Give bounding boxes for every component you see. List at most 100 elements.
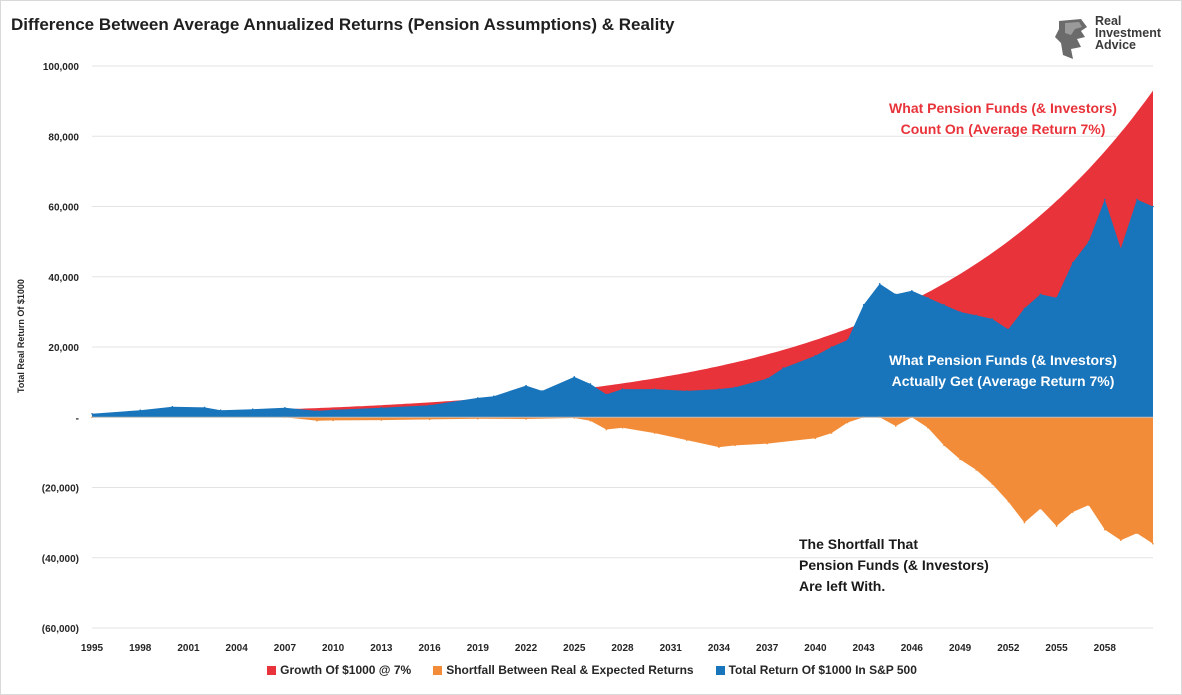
- x-tick-label: 2043: [853, 643, 876, 654]
- data-point-sp500: [718, 388, 720, 390]
- chart-annotation: Pension Funds (& Investors): [799, 557, 989, 573]
- data-point-sp500: [846, 339, 849, 341]
- data-point-sp500: [1087, 240, 1090, 243]
- data-point-shortfall: [605, 428, 608, 431]
- data-point-shortfall: [927, 426, 929, 429]
- data-point-shortfall: [428, 418, 431, 421]
- x-tick-label: 2046: [901, 643, 924, 654]
- chart-annotation: Count On (Average Return 7%): [901, 121, 1106, 137]
- data-point-sp500: [1023, 307, 1026, 310]
- x-tick-label: 2037: [756, 643, 779, 654]
- chart-plot: 100,000 80,000 60,000 40,000 20,000 - (20,000)…: [42, 62, 1154, 654]
- data-point-shortfall: [525, 418, 527, 420]
- x-tick-label: 2034: [708, 643, 731, 654]
- data-point-sp500: [894, 293, 897, 296]
- y-tick-label: 40,000: [48, 273, 79, 284]
- data-point-sp500: [493, 395, 495, 397]
- data-point-sp500: [589, 383, 592, 385]
- data-point-shortfall: [975, 469, 977, 471]
- data-point-sp500: [1103, 198, 1106, 201]
- x-tick-label: 2040: [804, 643, 827, 654]
- data-point-shortfall: [718, 446, 720, 448]
- data-point-shortfall: [380, 419, 383, 421]
- data-point-sp500: [203, 406, 206, 409]
- x-tick-label: 1995: [81, 643, 104, 654]
- y-tick-label: -: [76, 413, 79, 424]
- data-point-sp500: [91, 412, 93, 415]
- legend-swatch-sp500: [715, 665, 725, 675]
- data-point-shortfall: [1136, 532, 1138, 534]
- data-point-shortfall: [1071, 511, 1074, 513]
- x-tick-label: 2010: [322, 643, 345, 654]
- data-point-sp500: [605, 393, 608, 396]
- x-tick-label: 2025: [563, 643, 586, 654]
- data-point-sp500: [573, 376, 576, 378]
- logo-line: Advice: [1095, 38, 1136, 52]
- data-point-shortfall: [316, 419, 318, 422]
- x-tick-label: 2019: [467, 643, 490, 654]
- data-point-sp500: [284, 406, 286, 409]
- x-tick-label: 2007: [274, 643, 297, 654]
- y-tick-label: (60,000): [42, 624, 79, 635]
- data-point-sp500: [686, 390, 688, 392]
- data-point-sp500: [862, 304, 865, 306]
- data-point-shortfall: [846, 421, 849, 424]
- series-area-shortfall: [92, 417, 1153, 544]
- data-point-sp500: [1055, 297, 1058, 299]
- data-point-sp500: [1071, 261, 1074, 264]
- data-point-sp500: [814, 354, 817, 357]
- x-tick-label: 2016: [418, 643, 441, 654]
- data-point-shortfall: [1039, 507, 1042, 510]
- y-tick-label: 80,000: [48, 132, 79, 143]
- logo: Real Investment Advice: [1051, 15, 1171, 61]
- data-point-sp500: [1007, 328, 1010, 331]
- data-point-sp500: [943, 304, 945, 306]
- data-point-shortfall: [991, 483, 994, 485]
- data-point-sp500: [911, 290, 913, 292]
- data-point-sp500: [477, 397, 479, 399]
- logo-text: Real Investment Advice: [1095, 15, 1161, 52]
- data-point-sp500: [621, 388, 624, 390]
- x-tick-label: 2022: [515, 643, 538, 654]
- chart-title: Difference Between Average Annualized Re…: [11, 15, 675, 34]
- legend-label: Shortfall Between Real & Expected Return…: [446, 663, 694, 677]
- data-point-shortfall: [332, 419, 334, 422]
- logo-line: Investment: [1095, 26, 1161, 40]
- data-point-sp500: [766, 377, 768, 380]
- y-tick-label: (40,000): [42, 554, 79, 565]
- data-point-shortfall: [477, 417, 479, 420]
- data-point-sp500: [1120, 247, 1122, 250]
- y-tick-label: 60,000: [48, 203, 79, 214]
- data-point-sp500: [219, 409, 222, 412]
- data-point-shortfall: [814, 437, 817, 440]
- x-tick-label: 2028: [611, 643, 634, 654]
- x-tick-label: 2004: [226, 643, 249, 654]
- data-point-sp500: [428, 404, 431, 407]
- data-point-shortfall: [734, 444, 736, 447]
- data-point-sp500: [139, 409, 142, 412]
- data-point-sp500: [171, 405, 174, 408]
- y-tick-label: 100,000: [43, 62, 80, 73]
- x-tick-label: 2055: [1045, 643, 1068, 654]
- data-point-shortfall: [1120, 539, 1122, 541]
- data-point-sp500: [332, 409, 334, 411]
- data-point-sp500: [927, 297, 929, 299]
- chart-annotation: The Shortfall That: [799, 536, 918, 552]
- data-point-shortfall: [830, 432, 833, 434]
- data-point-shortfall: [621, 426, 624, 429]
- data-point-sp500: [380, 406, 383, 409]
- data-point-sp500: [1136, 198, 1138, 201]
- data-point-sp500: [830, 346, 833, 348]
- data-point-shortfall: [1007, 500, 1010, 503]
- legend-item: Shortfall Between Real & Expected Return…: [433, 663, 694, 677]
- data-point-sp500: [251, 408, 254, 410]
- data-point-shortfall: [1152, 542, 1154, 545]
- data-point-sp500: [541, 390, 543, 392]
- data-point-sp500: [1039, 293, 1042, 296]
- x-tick-label: 2031: [660, 643, 683, 654]
- data-point-shortfall: [1023, 521, 1026, 524]
- data-point-sp500: [878, 282, 881, 285]
- legend-item: Total Return Of $1000 In S&P 500: [715, 663, 917, 677]
- chart-annotation: What Pension Funds (& Investors): [889, 352, 1117, 368]
